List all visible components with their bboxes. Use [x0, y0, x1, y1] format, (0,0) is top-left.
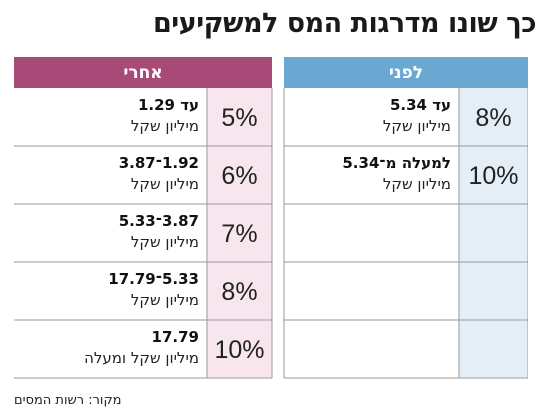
after-bracket-unit: מיליון שקל ומעלה	[84, 349, 199, 367]
before-bracket-unit: מיליון שקל	[383, 117, 451, 135]
before-bracket-rate: 8%	[475, 104, 511, 132]
before-header-label: לפני	[389, 63, 423, 83]
after-bracket-rate: 10%	[214, 336, 264, 364]
after-bracket-range: 5.33־17.79	[108, 270, 199, 288]
after-bracket-unit: מיליון שקל	[131, 117, 199, 135]
after-header-bg	[14, 57, 272, 88]
after-bracket-rate: 7%	[221, 220, 257, 248]
before-bracket-unit: מיליון שקל	[383, 175, 451, 193]
tax-brackets-table: אחרי לפני 5% עד 1.29 מיליון שקל 6% 1.92־3.87 מי…	[14, 57, 528, 387]
after-bracket-range: עד 1.29	[138, 96, 199, 114]
before-bracket-range: למעלה מ־5.34	[342, 154, 451, 172]
after-bracket-rate: 8%	[221, 278, 257, 306]
after-bracket-unit: מיליון שקל	[131, 175, 199, 193]
after-bracket-range: 1.92־3.87	[119, 154, 199, 172]
before-rate-column-bg	[459, 88, 528, 378]
after-header-label: אחרי	[123, 63, 162, 83]
after-bracket-unit: מיליון שקל	[131, 291, 199, 309]
after-bracket-range: 17.79	[152, 328, 199, 346]
before-bracket-rate: 10%	[468, 162, 518, 190]
tax-brackets-svg: אחרי לפני 5% עד 1.29 מיליון שקל 6% 1.92־3.87 מי…	[14, 57, 528, 379]
after-bracket-unit: מיליון שקל	[131, 233, 199, 251]
before-header-bg	[284, 57, 528, 88]
chart-title: כך שונו מדרגות המס למשקיעים	[152, 8, 537, 39]
after-bracket-rate: 5%	[221, 104, 257, 132]
after-rate-column-bg	[207, 88, 272, 378]
before-bracket-range: עד 5.34	[390, 96, 451, 114]
after-bracket-rate: 6%	[221, 162, 257, 190]
after-bracket-range: 3.87־5.33	[119, 212, 199, 230]
source-note: מקור: רשות המסים	[14, 393, 122, 408]
